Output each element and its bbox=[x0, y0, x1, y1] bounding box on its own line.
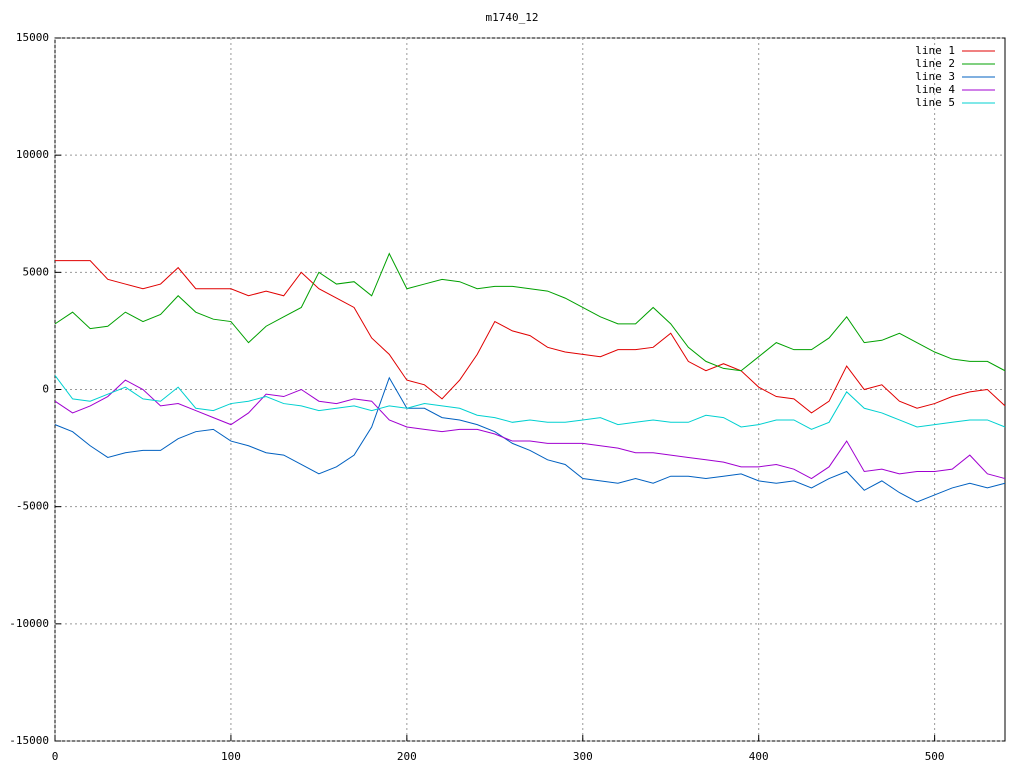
series-line bbox=[54, 252, 1006, 372]
x-tick-label: 200 bbox=[397, 750, 417, 763]
y-tick-label: -5000 bbox=[16, 500, 49, 513]
x-tick-label: 400 bbox=[749, 750, 769, 763]
series-line bbox=[54, 376, 1006, 503]
series-line bbox=[54, 375, 1006, 430]
x-tick-label: 300 bbox=[573, 750, 593, 763]
y-tick-label: -15000 bbox=[9, 734, 49, 747]
x-tick-label: 100 bbox=[221, 750, 241, 763]
legend-label: line 3 bbox=[915, 70, 955, 83]
y-tick-label: 10000 bbox=[16, 148, 49, 161]
y-tick-label: 5000 bbox=[23, 265, 50, 278]
chart-title: m1740_12 bbox=[486, 11, 539, 24]
legend-label: line 4 bbox=[915, 83, 955, 96]
legend-label: line 1 bbox=[915, 44, 955, 57]
series-line bbox=[55, 260, 1006, 414]
y-tick-label: 0 bbox=[42, 383, 49, 396]
x-tick-label: 500 bbox=[925, 750, 945, 763]
y-tick-label: 15000 bbox=[16, 31, 49, 44]
legend-label: line 2 bbox=[915, 57, 955, 70]
y-tick-label: -10000 bbox=[9, 617, 49, 630]
x-tick-label: 0 bbox=[52, 750, 59, 763]
series-line bbox=[54, 379, 1006, 480]
legend-label: line 5 bbox=[915, 96, 955, 109]
